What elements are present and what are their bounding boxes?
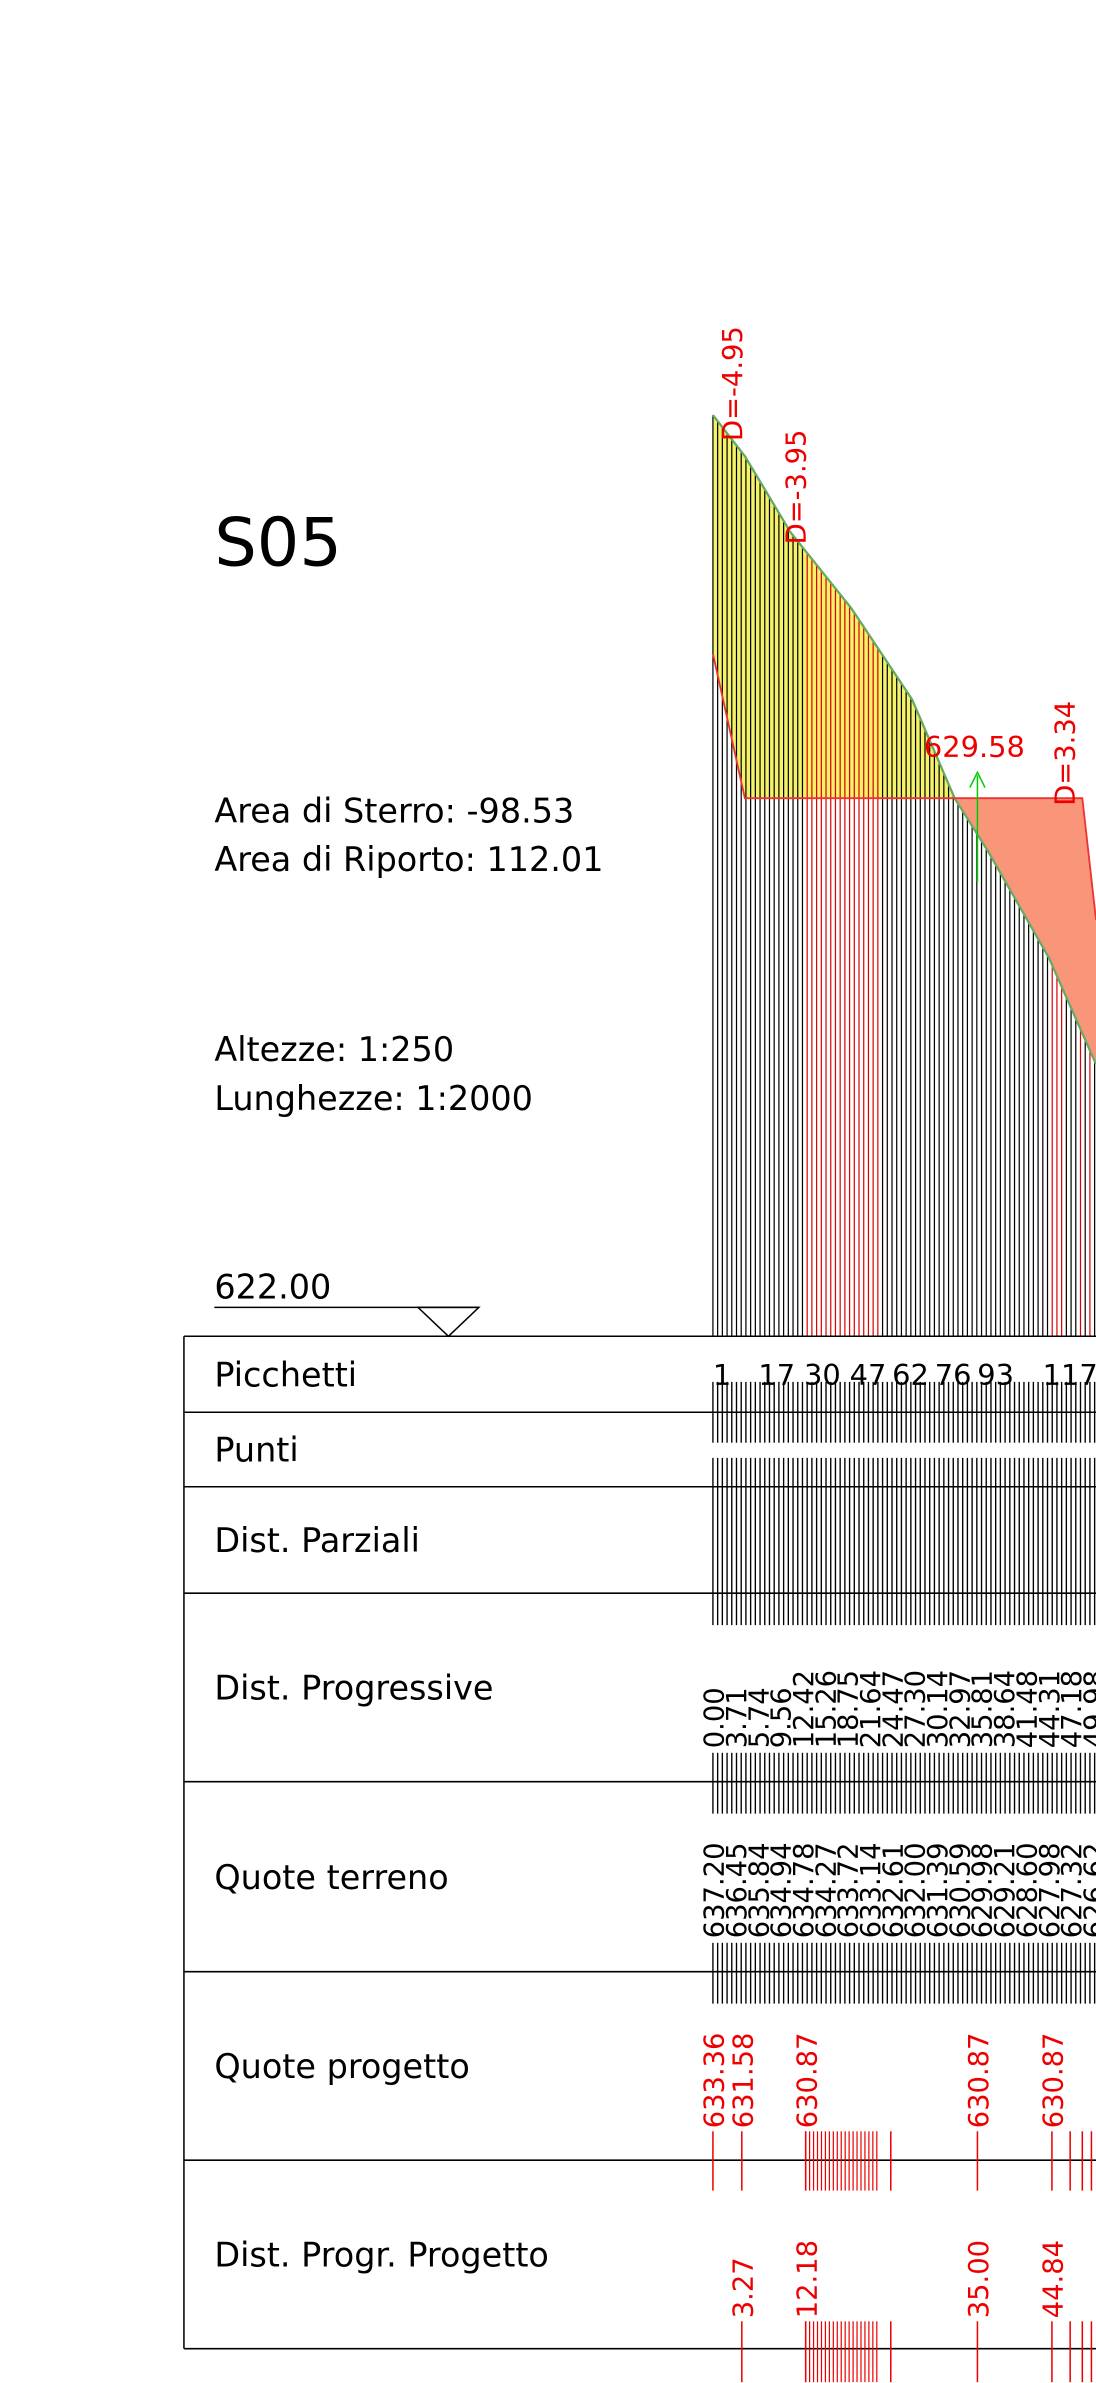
ground-elevation: 634.78 bbox=[789, 1843, 820, 1939]
row-label: Dist. Progr. Progetto bbox=[214, 2236, 549, 2275]
ground-elevation: 633.14 bbox=[856, 1843, 887, 1939]
station-number: 93 bbox=[977, 1358, 1014, 1392]
design-line bbox=[712, 653, 1096, 920]
ground-elevation: 636.45 bbox=[722, 1843, 753, 1939]
station-number: 62 bbox=[892, 1358, 929, 1392]
progressive-distance: 27.30 bbox=[901, 1670, 932, 1748]
fill-area bbox=[954, 798, 1096, 1065]
ground-elevation: 628.60 bbox=[1012, 1843, 1043, 1939]
progressive-distance: 0.00 bbox=[700, 1687, 731, 1748]
design-distance: 3.27 bbox=[728, 2257, 759, 2318]
annotation: 629.58 bbox=[924, 730, 1025, 764]
design-elevation: 630.87 bbox=[964, 2033, 995, 2129]
station-lines bbox=[712, 415, 1096, 2004]
progressive-distance: 41.48 bbox=[1012, 1670, 1043, 1748]
ground-elevation: 633.72 bbox=[834, 1843, 865, 1939]
station-number: 117 bbox=[1043, 1358, 1096, 1392]
ground-elevation: 637.20 bbox=[700, 1843, 731, 1939]
ground-elevation: 629.98 bbox=[968, 1843, 999, 1939]
ground-elevation: 630.59 bbox=[945, 1843, 976, 1939]
progressive-distance: 49.98 bbox=[1079, 1670, 1096, 1748]
ground-elevation: 634.27 bbox=[811, 1843, 842, 1939]
progressive-distance: 30.14 bbox=[923, 1670, 954, 1748]
row-label: Punti bbox=[214, 1431, 298, 1470]
progressive-distance: 3.71 bbox=[722, 1687, 753, 1748]
info-text: Area di Riporto: 112.01 bbox=[214, 840, 603, 879]
station-number: 1 bbox=[713, 1358, 731, 1392]
ground-line bbox=[712, 414, 1096, 1065]
progressive-distance: 32.97 bbox=[945, 1670, 976, 1748]
progressive-distance: 9.56 bbox=[767, 1687, 798, 1748]
row-label: Quote progetto bbox=[214, 2047, 469, 2086]
row-label: Quote terreno bbox=[214, 1858, 448, 1897]
ground-elevation: 635.84 bbox=[744, 1843, 775, 1939]
ground-elevation: 631.39 bbox=[923, 1843, 954, 1939]
progressive-distance: 15.26 bbox=[811, 1670, 842, 1748]
progressive-distance: 44.31 bbox=[1035, 1670, 1066, 1748]
station-number: 17 bbox=[758, 1358, 795, 1392]
info-text: Area di Sterro: -98.53 bbox=[214, 791, 574, 830]
progressive-distance: 21.64 bbox=[856, 1670, 887, 1748]
progressive-distance: 5.74 bbox=[744, 1687, 775, 1748]
row-label: Picchetti bbox=[214, 1355, 357, 1394]
design-elevation: 631.58 bbox=[728, 2033, 759, 2129]
design-elevation: 633.36 bbox=[700, 2033, 731, 2129]
station-number: 76 bbox=[935, 1358, 972, 1392]
design-distance: 44.84 bbox=[1039, 2240, 1070, 2318]
data-table: Picchetti Punti Dist. Parziali Dist. Progre… bbox=[183, 1335, 1096, 2383]
annotation: D=-3.95 bbox=[782, 430, 813, 545]
station-number: 47 bbox=[850, 1358, 887, 1392]
ground-elevation: 626.62 bbox=[1079, 1843, 1096, 1939]
progressive-distance: 47.18 bbox=[1057, 1670, 1088, 1748]
annotation: D=3.34 bbox=[1051, 701, 1082, 806]
design-distance: 12.18 bbox=[792, 2240, 823, 2318]
row-label: Dist. Progressive bbox=[214, 1669, 493, 1708]
datum-marker bbox=[416, 1306, 481, 1338]
progressive-distance: 12.42 bbox=[789, 1670, 820, 1748]
info-text: Lunghezze: 1:2000 bbox=[214, 1079, 533, 1118]
ground-elevation: 627.32 bbox=[1057, 1843, 1088, 1939]
ground-elevation: 627.98 bbox=[1035, 1843, 1066, 1939]
ground-elevation: 629.21 bbox=[990, 1843, 1021, 1939]
station-number: 30 bbox=[804, 1358, 841, 1392]
progressive-distance: 38.64 bbox=[990, 1670, 1021, 1748]
section-title: S05 bbox=[214, 504, 342, 582]
design-elevation: 630.87 bbox=[792, 2033, 823, 2129]
ground-elevation: 632.00 bbox=[901, 1843, 932, 1939]
info-text: Altezze: 1:250 bbox=[214, 1030, 454, 1069]
progressive-distance: 24.47 bbox=[878, 1670, 909, 1748]
annotation: D=-4.95 bbox=[718, 326, 749, 441]
progressive-distance: 18.75 bbox=[834, 1670, 865, 1748]
ground-elevation: 634.94 bbox=[767, 1843, 798, 1939]
row-label: Dist. Parziali bbox=[214, 1521, 420, 1560]
arrow-head bbox=[969, 770, 986, 788]
ground-elevation: 632.61 bbox=[878, 1843, 909, 1939]
design-distance: 35.00 bbox=[964, 2240, 995, 2318]
datum-label: 622.00 bbox=[214, 1267, 331, 1306]
cut-area bbox=[712, 415, 955, 799]
progressive-distance: 35.81 bbox=[968, 1670, 999, 1748]
design-elevation: 630.87 bbox=[1039, 2033, 1070, 2129]
